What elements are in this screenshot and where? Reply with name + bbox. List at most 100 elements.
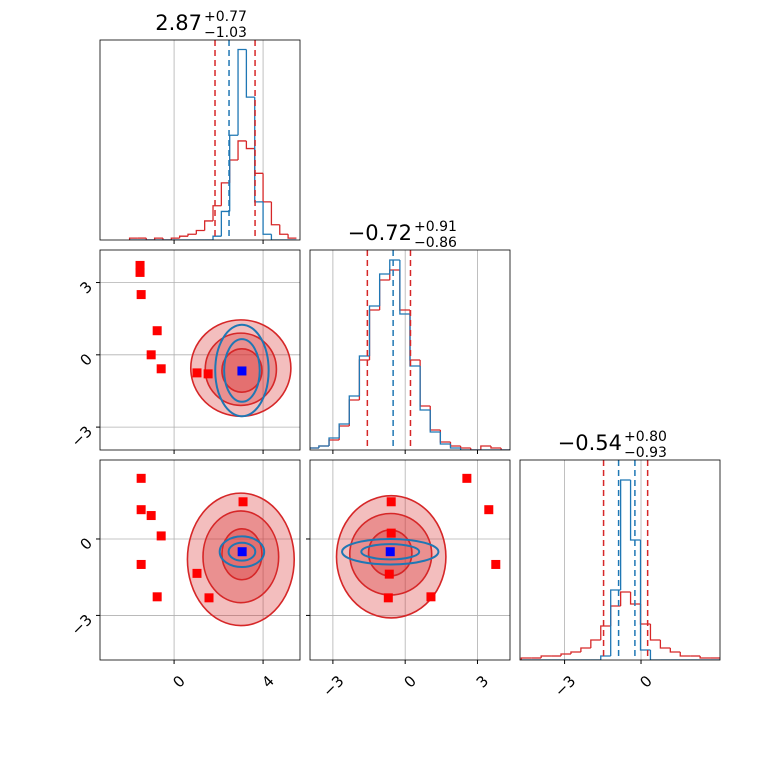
histogram-step (229, 134, 239, 212)
histogram-step (699, 656, 711, 659)
histogram-step (187, 233, 197, 237)
histogram-step (378, 279, 390, 310)
panel (520, 460, 720, 660)
histogram-step (212, 235, 222, 240)
histogram-step (338, 423, 350, 438)
x-tick-label: 3 (473, 672, 492, 691)
histogram-step (338, 425, 350, 440)
red-marker (135, 267, 145, 277)
red-marker (192, 368, 202, 378)
histogram-step (220, 182, 230, 206)
contour-blue (214, 323, 270, 418)
histogram-step (368, 309, 380, 360)
title-upper: +0.80 (624, 429, 667, 445)
panel-frame (99, 39, 301, 241)
histogram-step (669, 648, 681, 653)
histogram-step (204, 220, 214, 231)
histogram-step (500, 448, 510, 450)
red-marker (146, 350, 156, 360)
x-tick-label: 0 (636, 672, 655, 691)
red-marker (135, 260, 145, 270)
histogram-step (145, 238, 155, 240)
y-tick-label: −3 (68, 422, 96, 450)
histogram-step (619, 479, 631, 590)
panel-title: −0.54 (558, 431, 622, 455)
contour-blue (227, 541, 257, 562)
histogram-step (389, 269, 400, 280)
y-tick-label: 3 (77, 278, 96, 297)
histogram-step (429, 410, 441, 433)
histogram-step (629, 480, 641, 541)
panel (310, 250, 510, 450)
red-marker (136, 473, 146, 483)
x-tick-label: −3 (319, 672, 347, 700)
histogram-step (659, 640, 671, 649)
histogram-step (639, 604, 651, 625)
histogram-step (419, 360, 431, 407)
x-tick-label: 0 (169, 672, 188, 691)
red-marker (238, 497, 248, 507)
blue-marker (237, 366, 247, 376)
contour-blue (223, 338, 261, 403)
x-tick-label: −3 (551, 672, 579, 700)
histogram-step (389, 259, 400, 274)
histogram-step (310, 447, 319, 449)
histogram-step (358, 355, 370, 396)
histogram-step (429, 406, 441, 431)
title-lower: −0.93 (624, 445, 667, 461)
red-marker (491, 559, 501, 569)
histogram-step (649, 624, 661, 641)
histogram-step (237, 140, 247, 160)
histogram-step (128, 237, 138, 240)
histogram-step (480, 445, 491, 450)
red-marker (156, 531, 166, 541)
red-marker (136, 505, 146, 515)
histogram-step (409, 314, 421, 367)
histogram-step (409, 310, 421, 361)
histogram-step (490, 446, 502, 449)
panel-title: −0.72 (348, 221, 412, 245)
red-marker (462, 473, 472, 483)
contour-blue (341, 537, 440, 566)
histogram-step (279, 224, 289, 235)
histogram-step (237, 48, 247, 136)
red-marker (156, 364, 166, 374)
contour-blue (218, 535, 266, 569)
red-marker (383, 593, 393, 603)
red-marker (203, 369, 213, 379)
contour-blue (360, 543, 421, 561)
histogram-step (580, 647, 591, 652)
histogram-step (348, 399, 360, 426)
histogram-step (590, 639, 601, 648)
red-marker (136, 290, 146, 300)
histogram-step (459, 446, 471, 449)
red-marker (204, 593, 214, 603)
histogram-step (610, 589, 621, 656)
contour-red (202, 510, 280, 604)
red-marker (136, 559, 146, 569)
panel-frame (99, 249, 301, 451)
histogram-step (619, 591, 631, 606)
histogram-step (679, 652, 691, 657)
histogram-step (540, 655, 552, 658)
blue-marker (385, 547, 395, 557)
histogram-step (262, 201, 272, 235)
title-upper: +0.91 (414, 219, 457, 235)
red-marker (386, 528, 396, 538)
histogram-step (459, 448, 471, 450)
histogram-step (600, 625, 611, 640)
histogram-step (254, 148, 264, 174)
histogram-step (162, 238, 172, 240)
histogram-step (245, 49, 255, 98)
histogram-step (318, 445, 330, 448)
panel-frame (99, 459, 301, 661)
histogram-step (368, 305, 380, 356)
red-marker (484, 505, 494, 515)
x-tick-label: 0 (400, 672, 419, 691)
y-tick-label: −3 (68, 611, 96, 639)
red-marker (152, 326, 162, 336)
histogram-step (600, 655, 611, 660)
histogram-step (520, 657, 532, 660)
